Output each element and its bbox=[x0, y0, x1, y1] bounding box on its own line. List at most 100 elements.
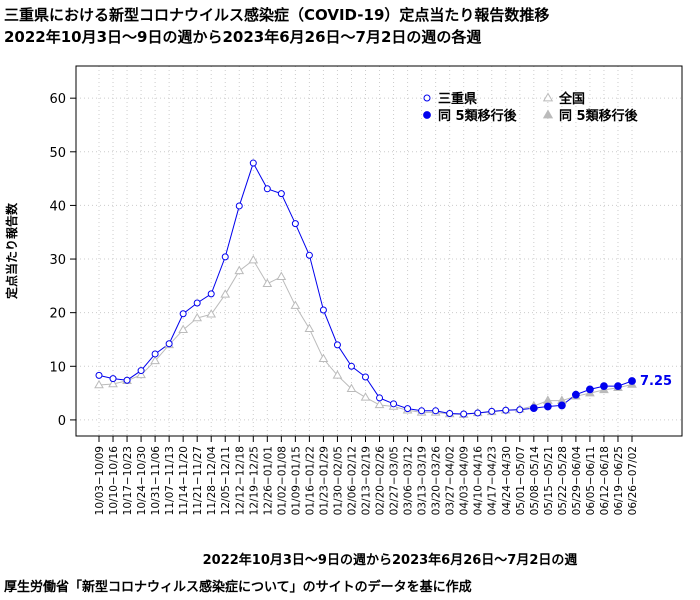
x-tick-label: 02/20−02/26 bbox=[375, 446, 387, 516]
x-tick-label: 10/10−10/16 bbox=[108, 446, 120, 516]
mie-point bbox=[165, 340, 173, 348]
national-point bbox=[94, 379, 104, 389]
mie-point bbox=[502, 406, 510, 414]
mie-point bbox=[277, 190, 285, 198]
mie-post-point bbox=[557, 401, 566, 410]
x-tick-label: 10/24−10/30 bbox=[136, 446, 148, 515]
national-point bbox=[206, 309, 217, 318]
plot-frame bbox=[75, 65, 683, 437]
x-tick-label: 01/09−01/15 bbox=[290, 446, 302, 515]
x-tick-label: 02/13−02/19 bbox=[361, 446, 373, 515]
x-tick-label: 11/07−11/13 bbox=[164, 446, 176, 515]
mie-post-point bbox=[600, 382, 608, 391]
y-axis-title: 定点当たり報告数 bbox=[4, 202, 19, 299]
x-tick-label: 03/27−04/02 bbox=[445, 446, 457, 515]
x-tick-label: 05/08−05/14 bbox=[529, 446, 541, 516]
mie-point bbox=[333, 341, 341, 349]
mie-point bbox=[221, 253, 229, 261]
x-tick-label: 04/10−04/16 bbox=[473, 446, 485, 516]
legend-national-post-marker bbox=[542, 109, 554, 119]
x-tick-label: 10/17−10/23 bbox=[122, 446, 134, 515]
x-tick-label: 11/21−11/27 bbox=[192, 446, 204, 515]
mie-point bbox=[207, 290, 215, 298]
x-tick-label: 05/15−05/21 bbox=[543, 446, 555, 515]
mie-point bbox=[404, 405, 412, 413]
chart-title-line2: 2022年10月3日～9日の週から2023年6月26日～7月2日の週の各週 bbox=[4, 28, 482, 46]
x-tick-label: 11/14−11/20 bbox=[178, 446, 190, 515]
x-tick-label: 04/17−04/23 bbox=[487, 446, 499, 515]
x-tick-label: 12/12−12/18 bbox=[234, 446, 246, 515]
x-tick-label: 11/28−12/04 bbox=[206, 446, 218, 516]
mie-point bbox=[418, 407, 426, 415]
x-tick-label: 05/22−05/28 bbox=[557, 446, 569, 515]
mie-point bbox=[376, 394, 384, 402]
mie-point bbox=[291, 220, 299, 228]
national-point bbox=[234, 265, 245, 275]
mie-point bbox=[151, 350, 159, 358]
national-point bbox=[178, 324, 189, 334]
legend-mie-post-marker bbox=[423, 111, 431, 119]
x-tick-label: 02/27−03/05 bbox=[389, 446, 401, 515]
national-point bbox=[136, 369, 146, 379]
national-point bbox=[346, 383, 357, 393]
national-point bbox=[304, 323, 315, 332]
national-point bbox=[192, 312, 203, 322]
legend-national-post-label: 同 5類移行後 bbox=[559, 108, 639, 124]
mie-point bbox=[319, 306, 327, 314]
y-tick-label: 10 bbox=[49, 360, 66, 375]
national-point bbox=[150, 355, 160, 365]
mie-point bbox=[474, 409, 482, 417]
national-point bbox=[276, 271, 287, 280]
mie-point bbox=[516, 406, 524, 414]
x-tick-label: 01/02−01/08 bbox=[276, 446, 288, 515]
national-point bbox=[262, 278, 273, 287]
national-point bbox=[360, 392, 371, 401]
x-tick-label: 03/06−03/12 bbox=[403, 446, 415, 515]
mie-post-point bbox=[529, 404, 538, 413]
x-tick-label: 10/31−11/06 bbox=[150, 446, 162, 516]
x-tick-label: 06/19−06/25 bbox=[613, 446, 625, 515]
mie-point bbox=[249, 159, 257, 167]
mie-point bbox=[179, 310, 187, 318]
mie-point bbox=[432, 407, 440, 415]
x-tick-label: 10/03−10/09 bbox=[94, 446, 106, 515]
x-tick-label: 02/06−02/12 bbox=[346, 446, 358, 515]
mie-point bbox=[137, 367, 145, 375]
x-tick-label: 12/19−12/25 bbox=[248, 446, 260, 515]
x-tick-label: 05/29−06/04 bbox=[571, 446, 583, 516]
national-point bbox=[220, 289, 231, 298]
x-tick-label: 06/12−06/18 bbox=[599, 446, 611, 515]
chart-title-line1: 三重県における新型コロナウイルス感染症（COVID-19）定点当たり報告数推移 bbox=[4, 6, 550, 24]
mie-point bbox=[347, 362, 355, 370]
x-tick-label: 01/30−02/05 bbox=[332, 446, 344, 515]
legend-mie-marker bbox=[423, 94, 431, 102]
national-point bbox=[318, 353, 329, 363]
national-point bbox=[290, 300, 301, 309]
national-point bbox=[332, 370, 343, 379]
mie-post-point bbox=[586, 385, 594, 394]
mie-post-point bbox=[614, 382, 622, 391]
legend-national-marker bbox=[542, 92, 554, 102]
x-tick-label: 01/23−01/29 bbox=[318, 446, 330, 515]
x-tick-label: 06/05−06/11 bbox=[585, 446, 597, 515]
national-post-point bbox=[542, 395, 553, 404]
x-tick-label: 05/01−05/07 bbox=[515, 446, 527, 515]
y-tick-label: 20 bbox=[49, 307, 66, 322]
y-tick-label: 50 bbox=[49, 146, 66, 161]
x-tick-label: 03/20−03/26 bbox=[431, 446, 443, 516]
x-tick-label: 03/13−03/19 bbox=[417, 446, 429, 515]
legend-mie-post-label: 同 5類移行後 bbox=[438, 108, 518, 124]
national-point bbox=[248, 254, 259, 264]
x-tick-label: 04/24−04/30 bbox=[501, 446, 513, 515]
national-series-line bbox=[98, 259, 633, 416]
x-tick-label: 12/26−01/01 bbox=[262, 446, 274, 515]
legend-mie-label: 三重県 bbox=[438, 91, 477, 107]
mie-point bbox=[123, 376, 131, 384]
mie-point bbox=[193, 299, 201, 307]
mie-point bbox=[305, 251, 313, 259]
mie-point bbox=[390, 400, 398, 408]
mie-post-point bbox=[628, 377, 636, 385]
national-point bbox=[108, 378, 118, 388]
y-tick-label: 30 bbox=[49, 253, 66, 268]
mie-point bbox=[460, 410, 468, 418]
